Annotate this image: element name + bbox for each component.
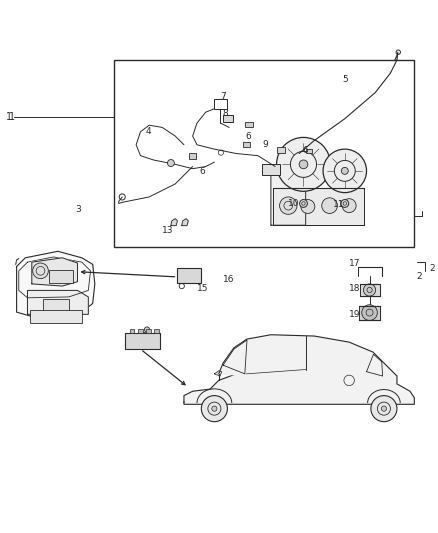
Bar <box>306 149 312 154</box>
Text: 7: 7 <box>221 92 226 101</box>
Bar <box>277 148 285 154</box>
Text: 2: 2 <box>430 264 435 273</box>
Text: 6: 6 <box>302 146 307 155</box>
Circle shape <box>279 197 297 214</box>
Circle shape <box>371 395 397 422</box>
Circle shape <box>145 327 150 332</box>
Circle shape <box>301 199 315 214</box>
Circle shape <box>212 406 217 411</box>
Polygon shape <box>219 335 397 384</box>
Polygon shape <box>171 219 177 225</box>
Bar <box>214 99 226 109</box>
Polygon shape <box>28 290 88 314</box>
Text: 6: 6 <box>246 132 251 141</box>
Bar <box>155 329 159 334</box>
Bar <box>114 60 414 247</box>
Bar <box>245 122 253 127</box>
Text: 13: 13 <box>162 226 173 235</box>
Polygon shape <box>360 284 380 296</box>
Circle shape <box>276 138 330 191</box>
Text: 18: 18 <box>349 284 360 293</box>
Polygon shape <box>273 188 364 225</box>
Bar <box>30 310 82 323</box>
Circle shape <box>167 159 174 166</box>
Text: 2: 2 <box>417 272 422 281</box>
Text: 1: 1 <box>6 111 12 122</box>
Polygon shape <box>32 258 78 286</box>
Bar <box>189 154 196 159</box>
Text: 4: 4 <box>145 127 151 136</box>
Text: 15: 15 <box>197 284 208 293</box>
Bar <box>262 164 279 175</box>
Polygon shape <box>214 371 222 376</box>
Text: 5: 5 <box>342 75 348 84</box>
Bar <box>42 299 69 312</box>
Text: 12: 12 <box>137 332 148 341</box>
Polygon shape <box>271 171 306 225</box>
Polygon shape <box>359 305 381 319</box>
Circle shape <box>362 305 378 320</box>
Bar <box>138 329 142 334</box>
Bar <box>177 268 201 282</box>
Polygon shape <box>17 251 95 317</box>
Bar <box>130 329 134 334</box>
Text: 17: 17 <box>349 259 360 268</box>
Text: 19: 19 <box>349 310 360 319</box>
Bar <box>243 142 250 147</box>
Text: 6: 6 <box>199 167 205 176</box>
Circle shape <box>299 160 308 169</box>
Text: 16: 16 <box>223 275 234 284</box>
Bar <box>125 333 160 349</box>
Circle shape <box>364 284 376 296</box>
Polygon shape <box>184 369 414 405</box>
Bar <box>49 270 73 283</box>
Polygon shape <box>182 219 188 225</box>
Text: 8: 8 <box>223 109 228 118</box>
Text: 10: 10 <box>288 199 299 208</box>
Text: 11: 11 <box>333 200 344 209</box>
Circle shape <box>341 199 349 207</box>
Circle shape <box>381 406 386 411</box>
Text: 3: 3 <box>75 206 81 214</box>
Text: 1: 1 <box>9 111 15 122</box>
Circle shape <box>342 199 356 213</box>
Circle shape <box>33 263 48 279</box>
Circle shape <box>341 167 348 174</box>
Bar <box>223 115 233 122</box>
Circle shape <box>322 198 337 214</box>
Circle shape <box>201 395 227 422</box>
Text: 9: 9 <box>262 140 268 149</box>
Circle shape <box>300 199 307 207</box>
Bar <box>146 329 151 334</box>
Circle shape <box>323 149 367 192</box>
